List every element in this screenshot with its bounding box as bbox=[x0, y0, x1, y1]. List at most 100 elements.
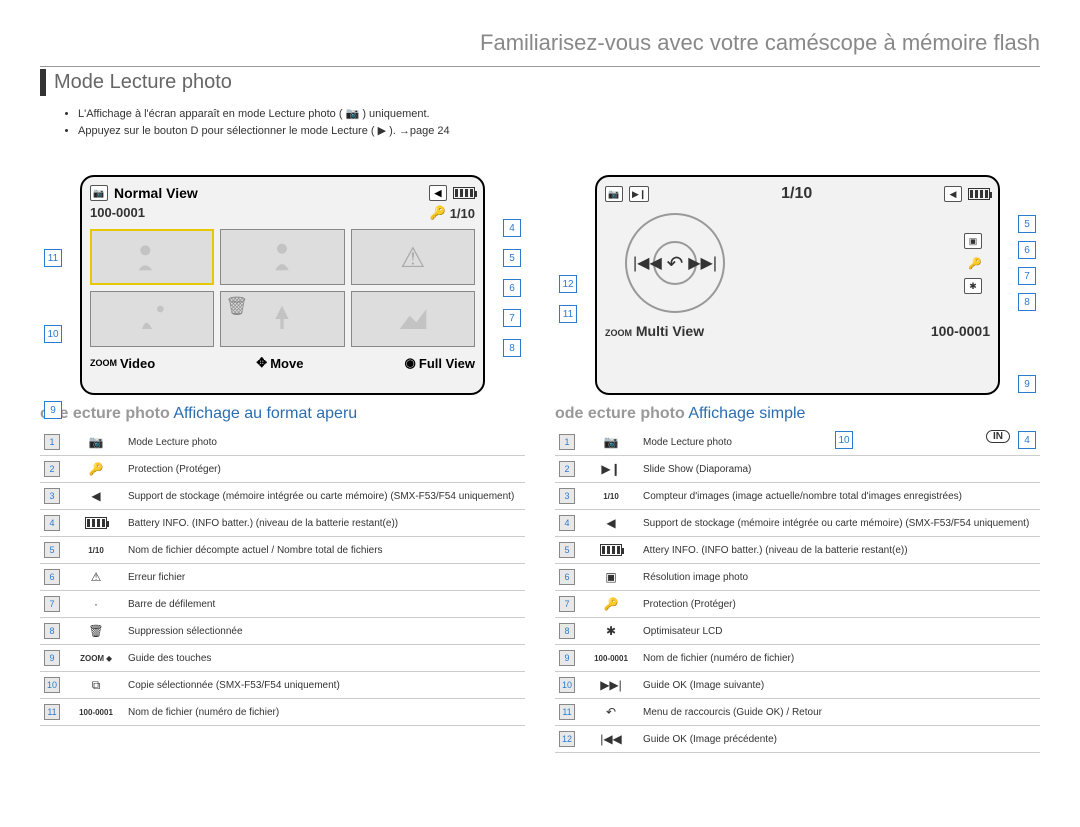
bullet-1: L'Affichage à l'écran apparaît en mode L… bbox=[78, 106, 1040, 123]
callout-r-l-12: 12 bbox=[559, 275, 577, 293]
callout-r-r-6: 6 bbox=[1018, 241, 1036, 259]
thumb-2 bbox=[220, 229, 344, 285]
thumb-5: 🗑 bbox=[220, 291, 344, 347]
callout-l-l-10: 10 bbox=[44, 325, 62, 343]
legend-desc: Copie sélectionnée (SMX-F53/F54 uniqueme… bbox=[124, 672, 525, 699]
legend-desc: Attery INFO. (INFO batter.) (niveau de l… bbox=[639, 537, 1040, 564]
callout-r-r-8: 8 bbox=[1018, 293, 1036, 311]
legend-num: 5 bbox=[555, 537, 583, 564]
legend-row: 8🗑Suppression sélectionnée bbox=[40, 618, 525, 645]
legend-row: 9ZOOM ⬥Guide des touches bbox=[40, 645, 525, 672]
move-label: Move bbox=[270, 356, 303, 371]
thumbnail-grid: ⚠ 🗑 bbox=[90, 229, 475, 347]
section-title-bar: Mode Lecture photo bbox=[40, 69, 1040, 96]
legend-icon: ◀ bbox=[583, 510, 639, 537]
protect-icon: 🔑 bbox=[968, 257, 982, 270]
legend-row: 9100-0001Nom de fichier (numéro de fichi… bbox=[555, 645, 1040, 672]
legend-row: 5 Attery INFO. (INFO batter.) (niveau de … bbox=[555, 537, 1040, 564]
callout-r-b-10: 10 bbox=[835, 431, 853, 449]
legend-row: 10▶▶|Guide OK (Image suivante) bbox=[555, 672, 1040, 699]
full-view-label: Full View bbox=[419, 356, 475, 371]
lcd-opt-icon: ✱ bbox=[964, 278, 982, 294]
image-count: 1/10 bbox=[781, 185, 812, 203]
legend-desc: Support de stockage (mémoire intégrée ou… bbox=[639, 510, 1040, 537]
warning-icon: ⚠ bbox=[400, 241, 425, 274]
right-subtitle: ode ecture photo Affichage simple bbox=[555, 405, 1040, 423]
legend-num: 11 bbox=[40, 699, 68, 726]
legend-icon: ▣ bbox=[583, 564, 639, 591]
legend-icon: ▶❙ bbox=[583, 456, 639, 483]
intro-bullets: L'Affichage à l'écran apparaît en mode L… bbox=[60, 106, 1040, 139]
legend-icon: 100-0001 bbox=[68, 699, 124, 726]
joystick-icon: ✥ bbox=[256, 355, 267, 371]
legend-icon: 🔑 bbox=[68, 456, 124, 483]
header-divider bbox=[40, 66, 1040, 67]
right-diagram: 📷 ▶❙ 1/10 ◀ |◀◀ ↶ ▶▶| bbox=[595, 175, 1000, 395]
legend-icon: ⧉ bbox=[68, 672, 124, 699]
left-column: 1 2 3 4 5 6 7 8 11 10 9 📷 Normal View ◀ bbox=[40, 147, 525, 753]
legend-row: 2🔑Protection (Protéger) bbox=[40, 456, 525, 483]
legend-icon: 100-0001 bbox=[583, 645, 639, 672]
legend-num: 8 bbox=[555, 618, 583, 645]
storage-icon: ◀ bbox=[429, 185, 447, 201]
legend-row: 6▣Résolution image photo bbox=[555, 564, 1040, 591]
right-column: 1 2 3 4 5 6 7 8 9 4 IN 12 11 10 📷 ▶❙ bbox=[555, 147, 1040, 753]
thumb-4 bbox=[90, 291, 214, 347]
callout-l-r-7: 7 bbox=[503, 309, 521, 327]
legend-num: 2 bbox=[40, 456, 68, 483]
storage-icon: ◀ bbox=[944, 186, 962, 202]
legend-row: 6⚠Erreur fichier bbox=[40, 564, 525, 591]
legend-icon: ZOOM ⬥ bbox=[68, 645, 124, 672]
legend-num: 3 bbox=[555, 483, 583, 510]
slideshow-icon: ▶❙ bbox=[629, 186, 649, 202]
legend-desc: Guide OK (Image précédente) bbox=[639, 726, 1040, 753]
subtitle-main: Affichage simple bbox=[688, 405, 805, 422]
photo-mode-icon: 📷 bbox=[90, 185, 108, 201]
legend-row: 1📷Mode Lecture photo bbox=[40, 429, 525, 456]
d2-top: 📷 ▶❙ 1/10 ◀ bbox=[605, 185, 990, 203]
legend-row: 4◀Support de stockage (mémoire intégrée … bbox=[555, 510, 1040, 537]
legend-num: 2 bbox=[555, 456, 583, 483]
legend-icon: ▶▶| bbox=[583, 672, 639, 699]
legend-row: 31/10Compteur d'images (image actuelle/n… bbox=[555, 483, 1040, 510]
callout-r-r-4b: 4 bbox=[1018, 431, 1036, 449]
legend-desc: Mode Lecture photo bbox=[124, 429, 525, 456]
legend-desc: Protection (Protéger) bbox=[124, 456, 525, 483]
legend-icon: ◀ bbox=[68, 483, 124, 510]
jog-dial: |◀◀ ↶ ▶▶| bbox=[625, 213, 725, 313]
subtitle-main: Affichage au format aperu bbox=[173, 405, 357, 422]
legend-num: 6 bbox=[40, 564, 68, 591]
page-header: Familiarisez-vous avec votre caméscope à… bbox=[40, 30, 1040, 56]
callout-r-r-9: 9 bbox=[1018, 375, 1036, 393]
legend-icon: 1/10 bbox=[583, 483, 639, 510]
next-icon: ▶▶| bbox=[688, 253, 717, 273]
legend-desc: Guide des touches bbox=[124, 645, 525, 672]
callout-l-r-6: 6 bbox=[503, 279, 521, 297]
resolution-icon: ▣ bbox=[964, 233, 982, 249]
legend-icon: 📷 bbox=[68, 429, 124, 456]
legend-num: 10 bbox=[40, 672, 68, 699]
bullet-2: Appuyez sur le bouton D pour sélectionne… bbox=[78, 123, 1040, 140]
trash-icon: 🗑 bbox=[225, 296, 248, 317]
legend-desc: Protection (Protéger) bbox=[639, 591, 1040, 618]
legend-num: 8 bbox=[40, 618, 68, 645]
legend-num: 4 bbox=[555, 510, 583, 537]
d2-bottom: ZOOM Multi View 100-0001 bbox=[605, 323, 990, 339]
legend-icon: 🗑 bbox=[68, 618, 124, 645]
legend-desc: Slide Show (Diaporama) bbox=[639, 456, 1040, 483]
legend-num: 7 bbox=[555, 591, 583, 618]
right-legend-table: 1📷Mode Lecture photo2▶❙Slide Show (Diapo… bbox=[555, 429, 1040, 753]
battery-icon bbox=[453, 187, 475, 199]
legend-desc: Support de stockage (mémoire intégrée ou… bbox=[124, 483, 525, 510]
legend-row: 3◀Support de stockage (mémoire intégrée … bbox=[40, 483, 525, 510]
right-diagram-wrap: 1 2 3 4 5 6 7 8 9 4 IN 12 11 10 📷 ▶❙ bbox=[555, 175, 1040, 395]
legend-desc: Menu de raccourcis (Guide OK) / Retour bbox=[639, 699, 1040, 726]
legend-desc: Battery INFO. (INFO batter.) (niveau de … bbox=[124, 510, 525, 537]
legend-num: 6 bbox=[555, 564, 583, 591]
battery-icon bbox=[968, 188, 990, 200]
legend-row: 7·Barre de défilement bbox=[40, 591, 525, 618]
in-badge: IN bbox=[986, 430, 1010, 443]
legend-icon: |◀◀ bbox=[583, 726, 639, 753]
callout-l-l-9: 9 bbox=[44, 401, 62, 419]
legend-row: 1📷Mode Lecture photo bbox=[555, 429, 1040, 456]
